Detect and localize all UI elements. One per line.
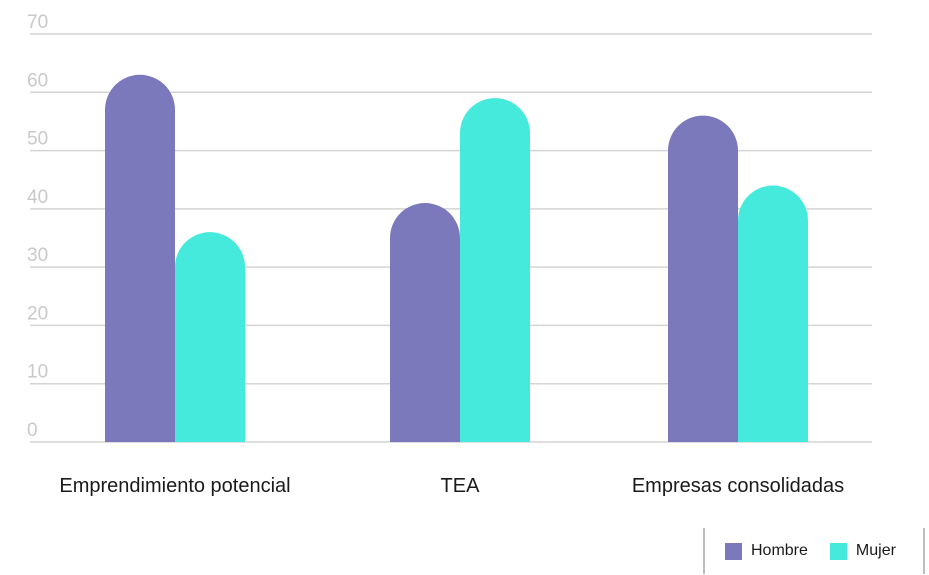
legend-item-mujer: Mujer [829,542,896,560]
bar-hombre-0 [105,74,175,443]
legend-item-hombre: Hombre [725,542,808,560]
bar-mujer-2 [738,185,808,443]
x-category-label: Emprendimiento potencial [59,475,290,497]
x-category-label: TEA [441,475,481,497]
legend-label-mujer: Mujer [855,542,896,559]
bar-hombre-2 [668,115,738,442]
y-tick-label: 10 [27,362,48,383]
legend-swatch-mujer [829,542,847,560]
y-axis-ticks: 0 10 20 30 40 50 60 70 [27,12,48,441]
legend-swatch-hombre [725,542,742,560]
bar-mujer-1 [460,98,530,442]
bar-mujer-0 [175,232,245,442]
y-tick-label: 20 [27,303,48,324]
bar-chart: 0 10 20 30 40 50 60 70 Emprendimiento potencial… [27,12,872,497]
y-tick-label: 0 [27,420,38,441]
bars [105,74,808,443]
y-tick-label: 70 [27,12,48,33]
y-tick-label: 50 [27,129,48,150]
x-category-label: Empresas consolidadas [632,475,844,497]
legend: Hombre Mujer [703,528,925,574]
x-axis-categories: Emprendimiento potencial TEA Empresas cons… [59,475,844,497]
y-tick-label: 60 [27,70,48,91]
y-tick-label: 40 [27,187,48,208]
bar-hombre-1 [390,203,460,442]
y-tick-label: 30 [27,245,48,266]
legend-label-hombre: Hombre [751,542,808,559]
